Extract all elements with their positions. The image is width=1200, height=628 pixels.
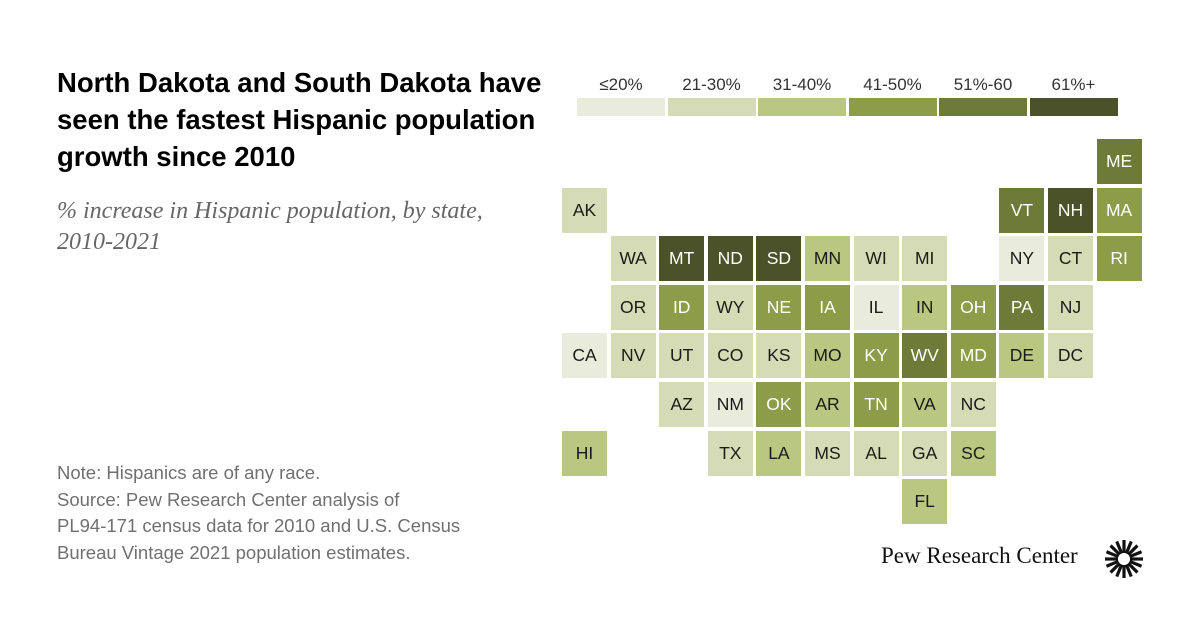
legend-label: 21-30% [682, 75, 741, 94]
state-tile-or[interactable]: OR [610, 284, 656, 330]
brand-wordmark: Pew Research Center [881, 543, 1078, 568]
state-tile-tn[interactable]: TN [853, 382, 899, 427]
state-tile-ar[interactable]: AR [805, 382, 850, 427]
state-tile-sd[interactable]: SD [756, 236, 802, 282]
sunburst-ray [1128, 550, 1143, 559]
state-tile-ma[interactable]: MA [1096, 187, 1142, 233]
state-tile-id[interactable]: ID [659, 284, 705, 330]
pew-sunburst-icon [1105, 540, 1143, 578]
state-tile-pa[interactable]: PA [999, 284, 1045, 330]
state-tile-mi[interactable]: MI [902, 236, 948, 282]
note-line: Note: Hispanics are of any race. [57, 462, 321, 483]
state-tile-wa[interactable]: WA [610, 236, 656, 282]
state-tile-wi[interactable]: WI [853, 236, 899, 282]
sunburst-ray [1109, 544, 1121, 556]
state-tile-mn[interactable]: MN [805, 236, 850, 282]
state-tile-az[interactable]: AZ [659, 382, 705, 427]
state-tile-dc[interactable]: DC [1048, 333, 1093, 379]
state-tile-ny[interactable]: NY [999, 236, 1045, 282]
state-tile-me[interactable]: ME [1096, 139, 1142, 184]
source-note: Note: Hispanics are of any race. Source:… [57, 460, 537, 566]
state-tile-ky[interactable]: KY [853, 333, 899, 379]
state-tile-tx[interactable]: TX [707, 430, 753, 476]
state-tile-nd[interactable]: ND [707, 236, 753, 282]
sunburst-ray [1105, 550, 1120, 559]
state-tile-wv[interactable]: WV [902, 333, 948, 379]
state-tile-nm[interactable]: NM [707, 382, 753, 427]
state-tile-la[interactable]: LA [756, 430, 802, 476]
state-tile-nj[interactable]: NJ [1048, 284, 1093, 330]
legend-label: 61%+ [1051, 75, 1096, 94]
legend-label: 41-50% [863, 75, 922, 94]
sunburst-ray [1105, 559, 1120, 568]
state-tile-vt[interactable]: VT [999, 187, 1045, 233]
state-tile-de[interactable]: DE [999, 333, 1045, 379]
state-tile-nh[interactable]: NH [1048, 187, 1093, 233]
chart-title: North Dakota and South Dakota have seen … [57, 67, 542, 172]
legend-label: 31-40% [772, 75, 832, 94]
state-tile-ia[interactable]: IA [805, 284, 850, 330]
legend-swatch [1029, 98, 1118, 116]
source-line: Source: Pew Research Center analysis of [57, 488, 400, 510]
sunburst-ray [1127, 562, 1139, 574]
state-tile-ri[interactable]: RI [1096, 236, 1142, 282]
state-tile-ct[interactable]: CT [1048, 236, 1093, 282]
source-line: Bureau Vintage 2021 population estimates… [57, 541, 411, 563]
sunburst-ray [1124, 540, 1133, 555]
source-line: PL94-171 census data for 2010 and U.S. C… [57, 515, 461, 536]
legend-swatch [848, 98, 937, 116]
state-tile-co[interactable]: CO [707, 333, 753, 379]
chart-subtitle: % increase in Hispanic population, by st… [57, 198, 483, 255]
state-tile-mo[interactable]: MO [805, 333, 850, 379]
state-tile-ok[interactable]: OK [756, 382, 802, 427]
state-tile-md[interactable]: MD [950, 333, 996, 379]
state-tile-mt[interactable]: MT [659, 236, 705, 282]
state-tile-ne[interactable]: NE [756, 284, 802, 330]
state-tile-in[interactable]: IN [902, 284, 948, 330]
state-tile-fl[interactable]: FL [902, 479, 948, 525]
state-tile-nc[interactable]: NC [950, 382, 996, 427]
legend-swatch [667, 98, 756, 116]
state-tile-ut[interactable]: UT [659, 333, 705, 379]
state-tile-il[interactable]: IL [853, 284, 899, 330]
state-tile-ms[interactable]: MS [805, 430, 850, 476]
sunburst-ray [1127, 544, 1139, 556]
legend-swatch [758, 98, 846, 116]
sunburst-ray [1109, 562, 1121, 574]
state-tile-ca[interactable]: CA [562, 333, 607, 379]
sunburst-ray [1115, 540, 1124, 555]
state-tile-wy[interactable]: WY [707, 284, 753, 330]
legend-swatch [577, 98, 665, 116]
state-tile-hi[interactable]: HI [562, 430, 607, 476]
state-tile-al[interactable]: AL [853, 430, 899, 476]
sunburst-ray [1128, 559, 1143, 568]
state-tile-ga[interactable]: GA [902, 430, 948, 476]
legend-swatch [939, 98, 1027, 116]
state-tile-oh[interactable]: OH [950, 284, 996, 330]
sunburst-ray [1124, 563, 1133, 578]
state-tile-ks[interactable]: KS [756, 333, 802, 379]
state-tile-sc[interactable]: SC [950, 430, 996, 476]
state-tile-va[interactable]: VA [902, 382, 948, 427]
state-tile-ak[interactable]: AK [562, 187, 607, 233]
legend-label: ≤20% [599, 75, 643, 94]
state-tile-nv[interactable]: NV [610, 333, 656, 379]
legend-label: 51%-60 [953, 75, 1013, 94]
sunburst-ray [1115, 563, 1124, 578]
